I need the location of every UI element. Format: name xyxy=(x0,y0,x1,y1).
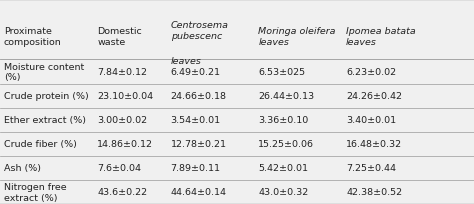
Text: 42.38±0.52: 42.38±0.52 xyxy=(346,187,402,196)
Text: Nitrogen free
extract (%): Nitrogen free extract (%) xyxy=(4,182,66,202)
Text: 15.25±0.06: 15.25±0.06 xyxy=(258,140,314,149)
Text: Proximate
composition: Proximate composition xyxy=(4,27,62,47)
Text: Ipomea batata
leaves: Ipomea batata leaves xyxy=(346,27,416,47)
Text: 24.66±0.18: 24.66±0.18 xyxy=(171,92,227,101)
Text: Crude protein (%): Crude protein (%) xyxy=(4,92,89,101)
Text: 7.89±0.11: 7.89±0.11 xyxy=(171,164,220,173)
Text: 44.64±0.14: 44.64±0.14 xyxy=(171,187,227,196)
Text: 3.40±0.01: 3.40±0.01 xyxy=(346,116,396,125)
Text: Crude fiber (%): Crude fiber (%) xyxy=(4,140,77,149)
Text: 23.10±0.04: 23.10±0.04 xyxy=(97,92,153,101)
Text: 43.0±0.32: 43.0±0.32 xyxy=(258,187,309,196)
Text: Moisture content
(%): Moisture content (%) xyxy=(4,62,84,82)
Text: 3.36±0.10: 3.36±0.10 xyxy=(258,116,309,125)
Text: 26.44±0.13: 26.44±0.13 xyxy=(258,92,314,101)
Text: 6.23±0.02: 6.23±0.02 xyxy=(346,68,396,77)
Text: leaves: leaves xyxy=(171,57,201,66)
Text: 14.86±0.12: 14.86±0.12 xyxy=(97,140,153,149)
Text: 43.6±0.22: 43.6±0.22 xyxy=(97,187,147,196)
Text: Ether extract (%): Ether extract (%) xyxy=(4,116,86,125)
Text: 16.48±0.32: 16.48±0.32 xyxy=(346,140,402,149)
Text: 24.26±0.42: 24.26±0.42 xyxy=(346,92,402,101)
Text: 12.78±0.21: 12.78±0.21 xyxy=(171,140,227,149)
Text: 6.49±0.21: 6.49±0.21 xyxy=(171,68,220,77)
Text: 3.54±0.01: 3.54±0.01 xyxy=(171,116,221,125)
Text: Moringa oleifera
leaves: Moringa oleifera leaves xyxy=(258,27,336,47)
Text: 6.53±025: 6.53±025 xyxy=(258,68,305,77)
Text: 7.84±0.12: 7.84±0.12 xyxy=(97,68,147,77)
Text: Domestic
waste: Domestic waste xyxy=(97,27,142,47)
Text: 7.6±0.04: 7.6±0.04 xyxy=(97,164,141,173)
Text: Ash (%): Ash (%) xyxy=(4,164,41,173)
Text: 3.00±0.02: 3.00±0.02 xyxy=(97,116,147,125)
Text: Centrosema
pubescenc: Centrosema pubescenc xyxy=(171,20,228,40)
Text: 7.25±0.44: 7.25±0.44 xyxy=(346,164,396,173)
Text: 5.42±0.01: 5.42±0.01 xyxy=(258,164,308,173)
